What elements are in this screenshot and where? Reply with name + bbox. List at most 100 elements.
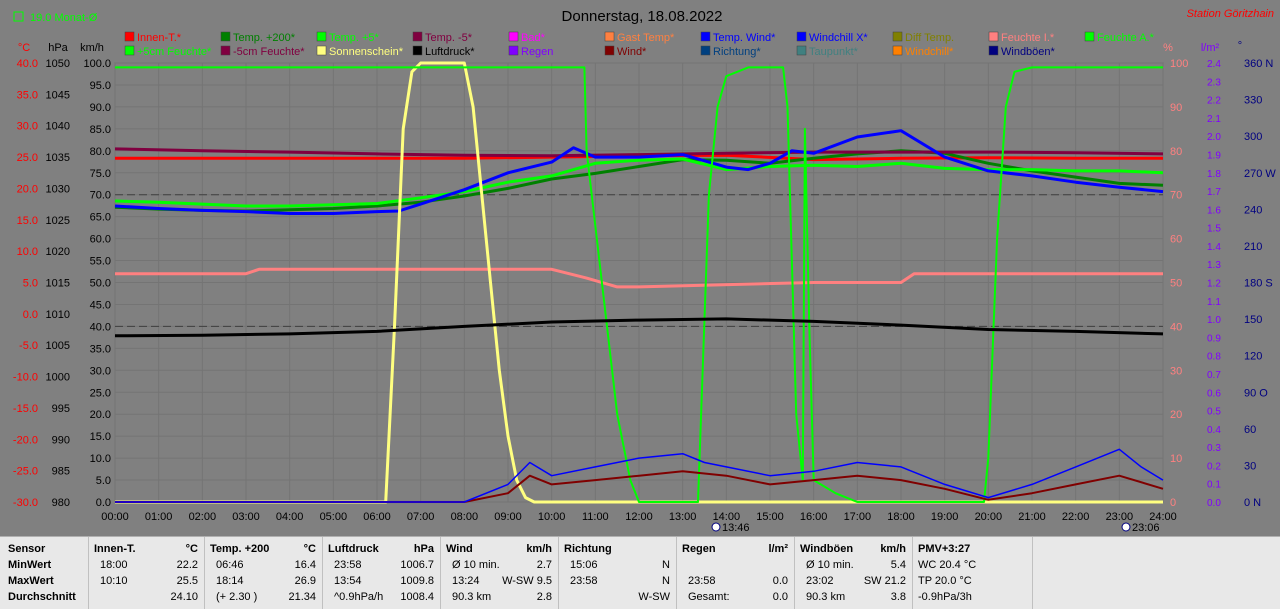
lm2-tick: 1.0 [1207, 315, 1221, 326]
stats-col-title: Richtung [564, 543, 612, 555]
stats-col-unit: hPa [413, 543, 434, 555]
legend-label: Feuchte I.* [1001, 32, 1055, 44]
legend-swatch [316, 45, 327, 56]
kmh-tick: 50.0 [90, 278, 111, 290]
deg-tick: 330 [1244, 95, 1262, 107]
stats-col-col8: Windböen km/h Ø 10 min. 5.4 23:02 SW 21.2 90.3… [794, 537, 913, 609]
kmh-tick: 15.0 [90, 431, 111, 443]
celsius-tick: 20.0 [17, 183, 38, 195]
lm2-tick: 1.5 [1207, 224, 1221, 235]
legend-label: Taupunkt* [809, 46, 859, 58]
legend-label: +5cm Feuchte* [137, 46, 212, 58]
lm2-tick: 0.6 [1207, 388, 1221, 399]
celsius-tick: 10.0 [17, 246, 38, 258]
hpa-tick: 1000 [46, 372, 70, 384]
sunrise-marker: 13:46 [711, 522, 750, 534]
lm2-tick: 2.4 [1207, 59, 1221, 70]
stats-cell-label: 06:46 [216, 559, 244, 571]
lm2-tick: 0.7 [1207, 370, 1221, 381]
x-tick: 08:00 [451, 511, 479, 523]
stats-cell-label: Ø 10 min. [452, 559, 500, 571]
stats-cell-label: 23:58 [570, 575, 598, 587]
sun-icon [711, 522, 721, 532]
legend-label: Feuchte A.* [1097, 32, 1155, 44]
x-tick: 19:00 [931, 511, 959, 523]
percent-tick: 80 [1170, 146, 1182, 158]
stats-cell-text: -0.9hPa/3h [918, 591, 972, 603]
stats-cell-value: N [662, 575, 670, 587]
hpa-tick: 985 [52, 466, 70, 478]
hpa-tick: 1015 [46, 278, 70, 290]
stats-col-col9: PMV+3:27 WC 20.4 °C TP 20.0 °C -0.9hPa/3h [912, 537, 1033, 609]
lm2-tick: 1.2 [1207, 279, 1221, 290]
legend-label: Temp. +5* [329, 32, 380, 44]
hpa-tick: 1050 [46, 58, 70, 70]
lm2-tick: 1.6 [1207, 205, 1221, 216]
stats-col-title: Temp. +200 [210, 543, 270, 555]
x-tick: 06:00 [363, 511, 391, 523]
kmh-tick: 95.0 [90, 80, 111, 92]
x-tick: 14:00 [713, 511, 741, 523]
stats-cell-value: N [662, 559, 670, 571]
series-line [114, 147, 1164, 158]
percent-tick: 10 [1170, 453, 1182, 465]
legend-label: Gast Temp* [617, 32, 675, 44]
stats-row-label: MinWert [8, 559, 52, 571]
kmh-tick: 20.0 [90, 409, 111, 421]
legend-swatch [892, 31, 903, 42]
chart-title: Donnerstag, 18.08.2022 [562, 8, 723, 25]
legend: Innen-T.* Temp. +200* Temp. +5* Temp. -5* Ba… [124, 31, 1155, 58]
legend-swatch [412, 31, 423, 42]
deg-tick: 60 [1244, 424, 1256, 436]
moon-icon [1121, 522, 1131, 532]
stats-cell-label: 18:14 [216, 575, 244, 587]
stats-cell-text: WC 20.4 °C [918, 559, 977, 571]
sunrise-time: 13:46 [722, 522, 750, 534]
stats-row-label: Durchschnitt [8, 591, 76, 603]
lm2-tick: 2.0 [1207, 132, 1221, 143]
lm2-unit: l/m² [1201, 42, 1220, 54]
hpa-unit: hPa [48, 42, 68, 54]
x-tick: 10:00 [538, 511, 566, 523]
celsius-tick: 40.0 [17, 58, 38, 70]
stats-cell-value: SW 21.2 [863, 575, 906, 587]
stats-cell-value: 3.8 [890, 591, 906, 603]
chart-background [0, 0, 1280, 536]
legend-label: Luftdruck* [425, 46, 475, 58]
stats-col-col7: Regen l/m² 23:58 0.0 Gesamt: 0.0 [676, 537, 795, 609]
stats-col-col2: Innen-T. °C 18:00 22.2 10:10 25.5 24.10 [88, 537, 205, 609]
series-line [114, 149, 1164, 213]
kmh-tick: 45.0 [90, 299, 111, 311]
legend-swatch [316, 31, 327, 42]
stats-cell-value: 5.4 [890, 559, 906, 571]
stats-cell-label: 23:58 [334, 559, 362, 571]
stats-cell-label: Gesamt: [688, 591, 730, 603]
x-tick: 13:00 [669, 511, 697, 523]
legend-swatch [508, 45, 519, 56]
stats-cell-value: W-SW 9.5 [502, 575, 552, 587]
x-tick: 00:00 [101, 511, 129, 523]
hpa-tick: 1040 [46, 121, 70, 133]
hpa-tick: 1030 [46, 183, 70, 195]
stats-cell-value: 2.7 [536, 559, 552, 571]
stats-col-unit: km/h [526, 543, 552, 555]
lm2-tick: 0.4 [1207, 425, 1221, 436]
celsius-tick: -5.0 [19, 340, 38, 352]
stats-cell-value: 22.2 [176, 559, 198, 571]
lm2-tick: 1.8 [1207, 169, 1221, 180]
kmh-tick: 65.0 [90, 212, 111, 224]
x-tick: 23:00 [1106, 511, 1134, 523]
x-tick: 11:00 [582, 511, 609, 523]
stats-cell-label: 23:02 [806, 575, 834, 587]
lm2-tick: 0.2 [1207, 461, 1221, 472]
stats-col-col5: Wind km/h Ø 10 min. 2.7 13:24 W-SW 9.5 90.3 km… [440, 537, 559, 609]
celsius-tick: -30.0 [13, 497, 38, 509]
stats-col-sensor: Sensor MinWert MaxWert Durchschnitt [0, 537, 89, 609]
legend-swatch [700, 31, 711, 42]
x-tick: 24:00 [1149, 511, 1177, 523]
stats-col-unit: °C [303, 543, 316, 555]
stats-col-title: Windböen [800, 543, 854, 555]
stats-cell-value: 16.4 [294, 559, 316, 571]
legend-swatch [796, 45, 807, 56]
legend-label: -5cm Feuchte* [233, 46, 305, 58]
